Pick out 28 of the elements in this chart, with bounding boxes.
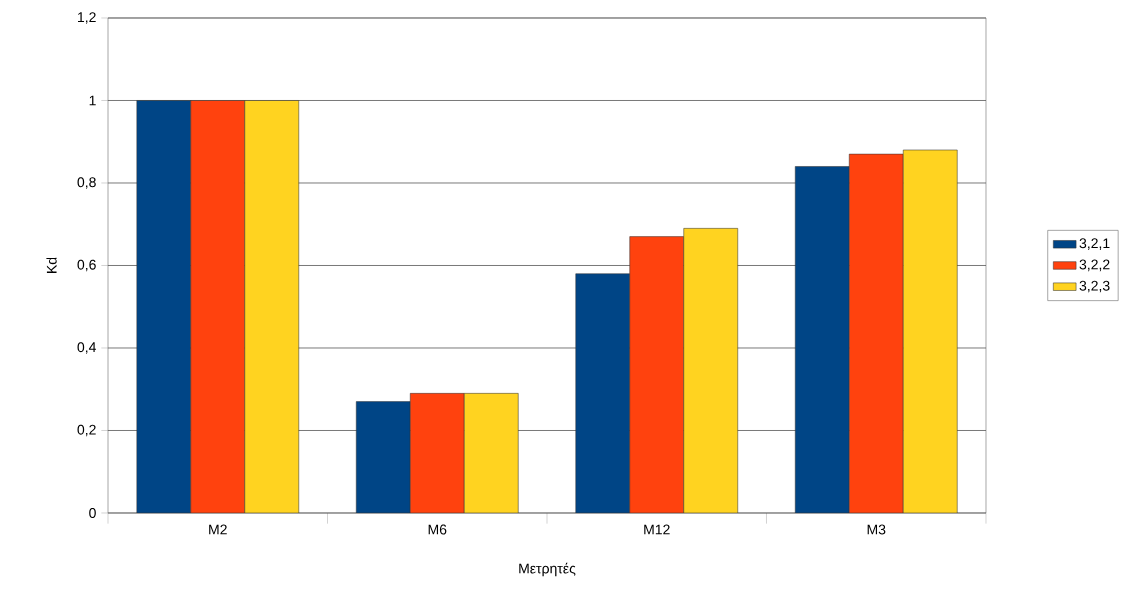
y-axis-title: Kd <box>46 257 57 273</box>
y-tick-label: 0,6 <box>77 259 96 272</box>
y-tick-label: 0 <box>89 508 96 518</box>
y-tick-label: 0,8 <box>77 177 96 189</box>
bar <box>683 228 739 513</box>
x-tick-label: M12 <box>644 524 670 535</box>
bar <box>356 401 411 513</box>
x-axis-title: Μετρητές <box>519 562 576 577</box>
bar <box>464 393 519 513</box>
y-tick-label: 1 <box>89 95 96 106</box>
x-tick-label: M2 <box>209 524 227 535</box>
bar <box>794 166 850 513</box>
bar <box>575 273 631 513</box>
bar <box>902 149 958 513</box>
bar <box>629 236 685 513</box>
x-tick-label: M3 <box>867 524 886 535</box>
y-tick-label: 0,4 <box>77 342 96 354</box>
bar <box>848 153 904 513</box>
bar <box>136 100 192 513</box>
legend-label: 3,2,2 <box>1079 259 1110 272</box>
legend-label: 3,2,3 <box>1079 280 1110 293</box>
x-tick-label: M6 <box>428 524 447 535</box>
bar <box>410 393 465 513</box>
bar <box>244 100 300 513</box>
y-tick-label: 0,2 <box>77 424 96 437</box>
y-tick-label: 1,2 <box>78 12 96 24</box>
bar <box>190 100 246 513</box>
legend-label: 3,2,1 <box>1079 238 1110 250</box>
